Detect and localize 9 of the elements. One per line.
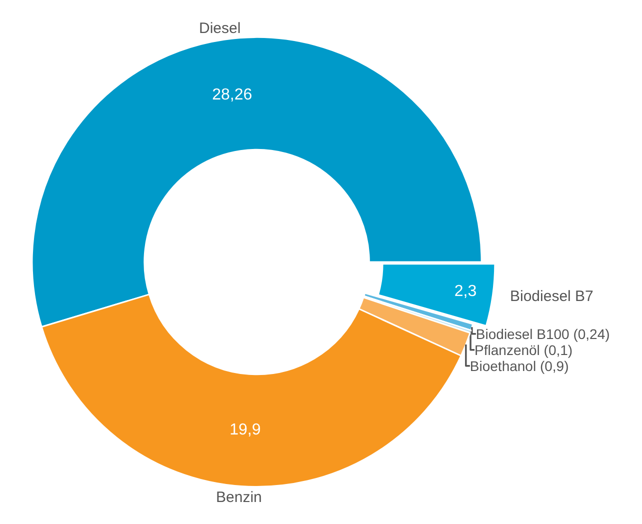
data-label: 2,3 — [454, 282, 477, 300]
slice-label: Biodiesel B100 (0,24) — [476, 326, 610, 342]
slice-label: Bioethanol (0,9) — [470, 358, 569, 374]
data-label: 19,9 — [230, 422, 261, 439]
data-label: 28,26 — [212, 86, 252, 104]
slice-label: Diesel — [199, 20, 241, 37]
slice-label: Benzin — [216, 489, 262, 506]
slice-label: Pflanzenöl (0,1) — [474, 342, 573, 358]
slice-label: Biodiesel B7 — [510, 288, 594, 305]
